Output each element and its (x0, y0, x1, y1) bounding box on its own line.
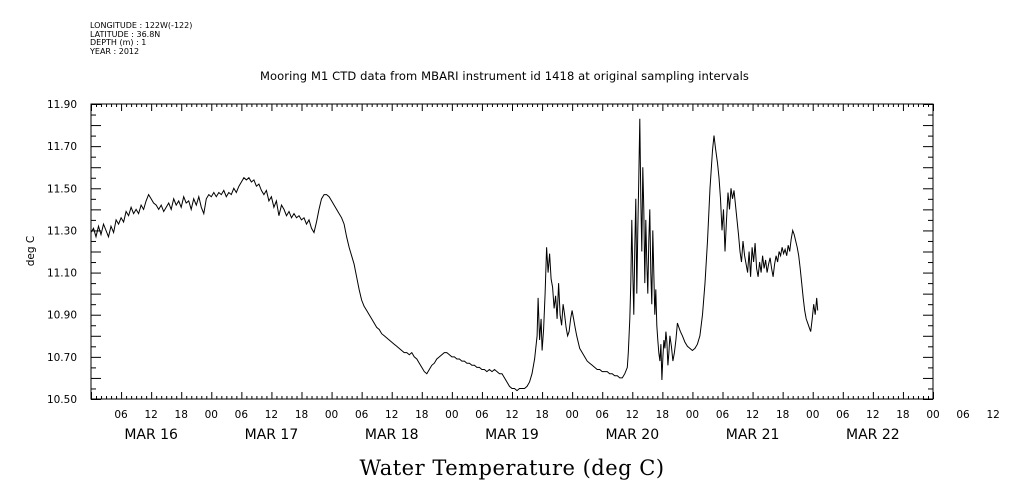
x-tick-label: 18 (776, 409, 789, 421)
x-tick-label: 06 (235, 409, 249, 421)
x-tick-label: 18 (535, 409, 548, 421)
latitude-label: LATITUDE : 36.8N (90, 29, 161, 39)
x-tick-label: 18 (896, 409, 909, 421)
day-label: MAR 22 (846, 427, 900, 443)
series-line (90, 118, 819, 392)
plot-frame (90, 103, 934, 400)
x-tick-label: 18 (415, 409, 428, 421)
day-label: MAR 16 (124, 427, 178, 443)
x-tick-label: 00 (205, 409, 218, 421)
y-axis-label: deg C (25, 236, 37, 266)
chart-title: Mooring M1 CTD data from MBARI instrumen… (260, 69, 749, 83)
day-label: MAR 21 (726, 427, 780, 443)
y-tick-label: 11.10 (47, 268, 77, 280)
y-tick-label: 10.50 (47, 394, 77, 406)
x-tick-label: 12 (626, 409, 639, 421)
y-tick-label: 10.90 (47, 310, 77, 322)
x-tick-label: 00 (926, 409, 939, 421)
x-tick-labels: 06 12 18 00 06 12 18 00 06 12 18 00 06 12 18 00 06 12 18 00… (114, 409, 999, 421)
x-tick-label: 06 (475, 409, 489, 421)
x-tick-label: 12 (986, 409, 999, 421)
x-tick-label: 18 (295, 409, 308, 421)
x-tick-label: 12 (866, 409, 879, 421)
tick-marks (91, 104, 934, 400)
x-tick-label: 00 (325, 409, 338, 421)
x-tick-label: 06 (355, 409, 369, 421)
y-tick-labels: 10.50 10.70 10.90 11.10 11.30 11.50 11.70 11.90 (47, 99, 77, 406)
x-tick-label: 06 (956, 409, 970, 421)
x-tick-label: 12 (746, 409, 759, 421)
x-tick-label: 06 (716, 409, 730, 421)
x-tick-label: 12 (385, 409, 398, 421)
x-tick-label: 06 (596, 409, 610, 421)
year-label: YEAR : 2012 (90, 46, 140, 56)
day-label: MAR 19 (485, 427, 539, 443)
longitude-label: LONGITUDE : 122W(-122) (90, 21, 193, 30)
x-tick-label: 12 (144, 409, 157, 421)
x-tick-label: 18 (656, 409, 669, 421)
x-tick-label: 18 (175, 409, 188, 421)
x-tick-label: 12 (505, 409, 518, 421)
depth-label: DEPTH (m) : 1 (90, 38, 147, 47)
x-tick-label: 12 (265, 409, 278, 421)
y-tick-label: 10.70 (47, 352, 77, 364)
day-label: MAR 18 (365, 427, 419, 443)
x-tick-label: 00 (806, 409, 819, 421)
x-axis-label: Water Temperature (deg C) (359, 456, 664, 480)
day-label: MAR 20 (605, 427, 659, 443)
y-tick-label: 11.30 (47, 225, 77, 237)
day-label: MAR 17 (245, 427, 299, 443)
x-tick-label: 06 (114, 409, 128, 421)
x-tick-label: 00 (565, 409, 578, 421)
y-tick-label: 11.50 (47, 183, 77, 195)
x-tick-label: 00 (686, 409, 699, 421)
y-tick-label: 11.90 (47, 99, 77, 111)
x-tick-label: 06 (836, 409, 850, 421)
day-labels: MAR 16 MAR 17 MAR 18 MAR 19 MAR 20 MAR 21 MAR … (124, 427, 899, 443)
metadata-block: LONGITUDE : 122W(-122) LATITUDE : 36.8N … (90, 21, 193, 56)
y-tick-label: 11.70 (47, 141, 77, 153)
x-tick-label: 00 (445, 409, 458, 421)
